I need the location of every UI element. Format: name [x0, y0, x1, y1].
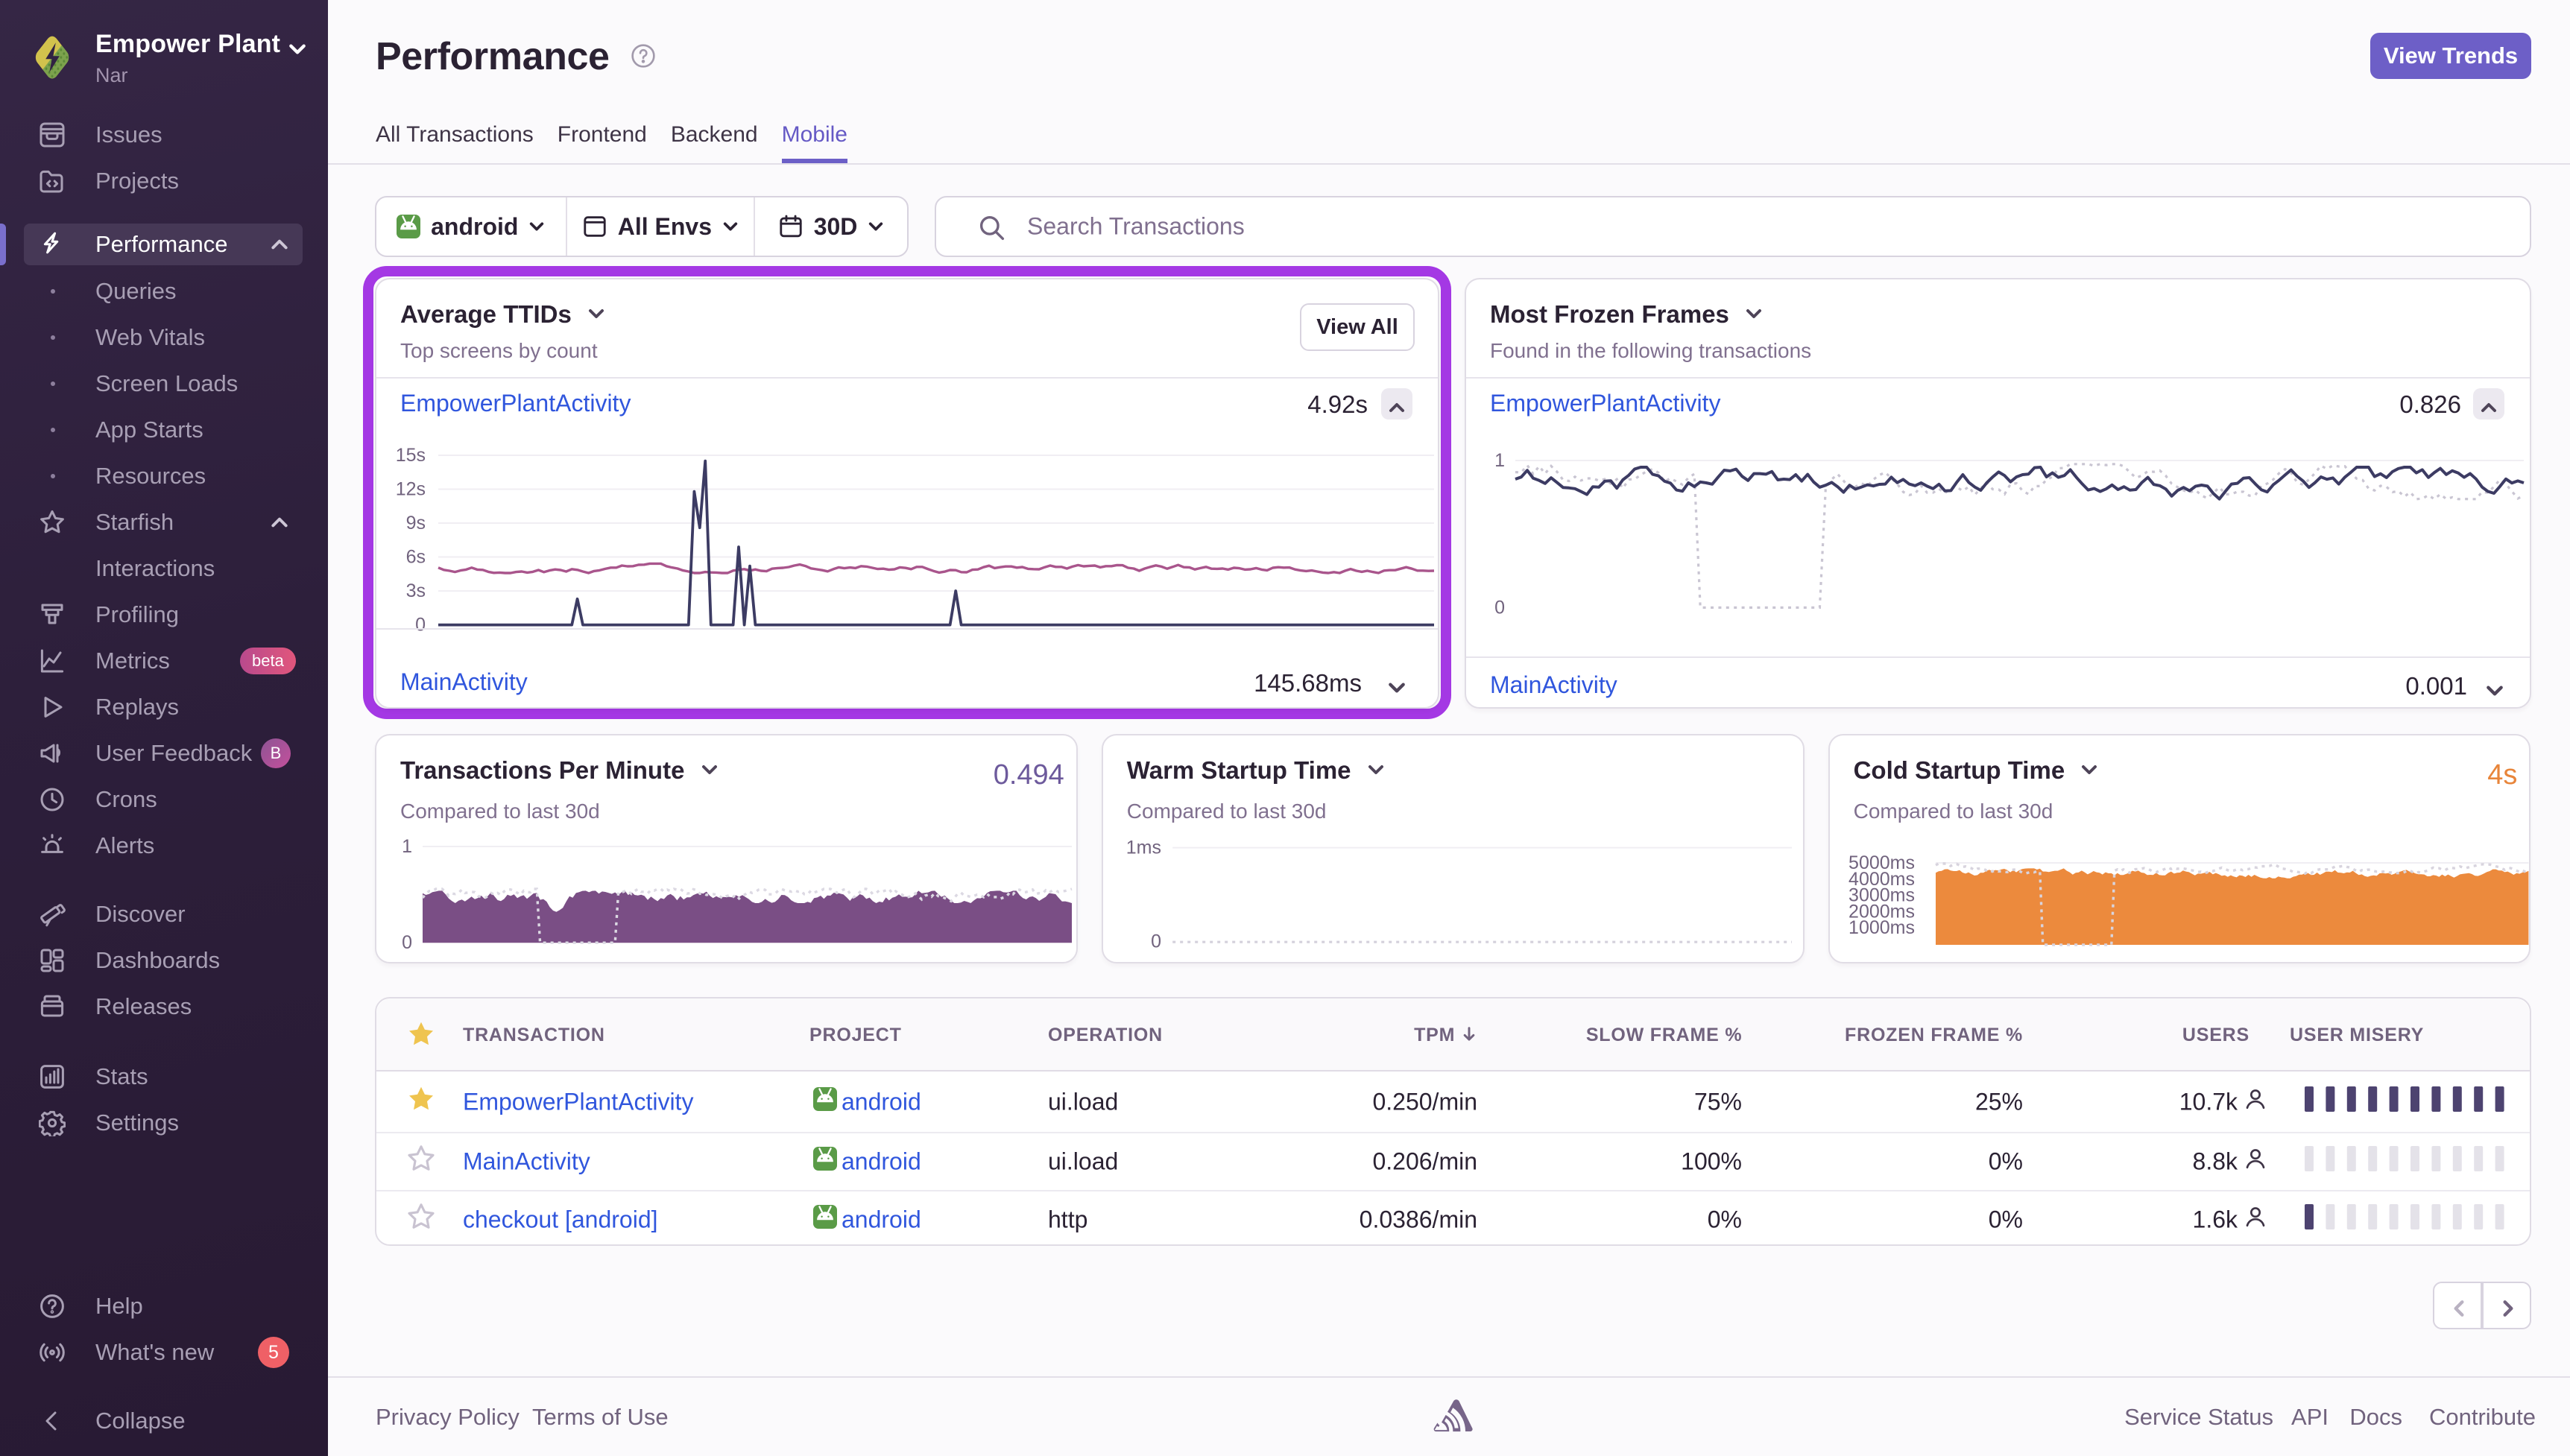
- svg-text:12s: 12s: [396, 479, 426, 500]
- svg-text:2000ms: 2000ms: [1848, 901, 1915, 922]
- svg-text:15s: 15s: [396, 445, 426, 466]
- svg-text:1: 1: [1494, 450, 1505, 471]
- svg-text:6s: 6s: [406, 547, 426, 568]
- svg-text:0: 0: [402, 932, 412, 953]
- svg-text:1: 1: [402, 836, 412, 857]
- svg-text:4000ms: 4000ms: [1848, 869, 1915, 890]
- svg-text:9s: 9s: [406, 513, 426, 534]
- svg-text:0: 0: [1494, 597, 1505, 618]
- svg-text:3s: 3s: [406, 580, 426, 601]
- svg-text:0: 0: [1151, 931, 1161, 952]
- svg-text:0: 0: [415, 615, 426, 631]
- svg-text:5000ms: 5000ms: [1848, 852, 1915, 873]
- svg-text:1000ms: 1000ms: [1848, 917, 1915, 938]
- svg-text:1ms: 1ms: [1126, 838, 1161, 858]
- svg-text:3000ms: 3000ms: [1848, 885, 1915, 906]
